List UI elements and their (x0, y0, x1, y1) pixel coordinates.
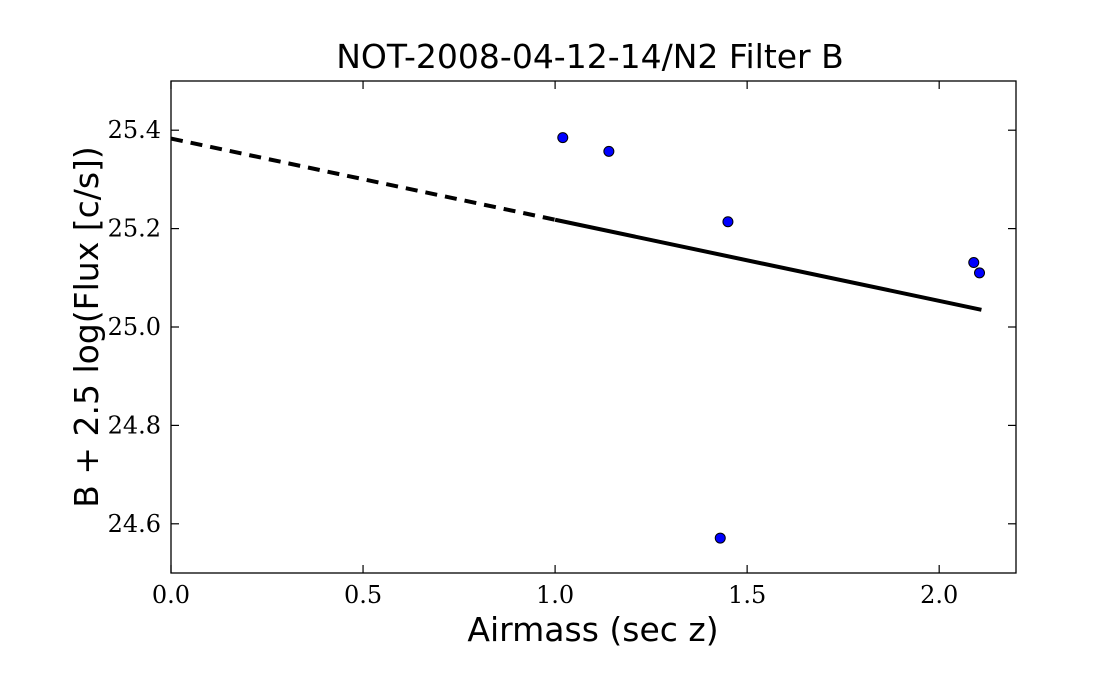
data-point (603, 145, 615, 157)
chart-title: NOT-2008-04-12-14/N2 Filter B (336, 37, 844, 76)
data-point (722, 216, 734, 228)
data-point (974, 267, 986, 279)
plot-area (170, 132, 986, 544)
x-axis-label: Airmass (sec z) (467, 610, 718, 649)
y-tick-label: 25.0 (108, 313, 161, 341)
fit-line (554, 217, 982, 312)
x-tick-label: 0.0 (152, 581, 190, 609)
x-tick-label: 1.0 (536, 581, 574, 609)
y-tick-label: 24.8 (108, 411, 161, 439)
x-axis: 0.0 0.5 1.0 1.5 2.0 (152, 81, 958, 609)
y-tick-label: 25.4 (108, 116, 161, 144)
data-point (557, 132, 569, 144)
data-point (968, 257, 980, 269)
y-tick-label: 25.2 (108, 215, 161, 243)
x-tick-label: 1.5 (728, 581, 766, 609)
data-point (714, 532, 726, 544)
extrapolation-line (170, 136, 556, 222)
y-axis-label: B + 2.5 log(Flux [c/s]) (67, 146, 106, 508)
y-tick-label: 24.6 (108, 510, 161, 538)
plot-frame (170, 80, 1017, 574)
x-tick-label: 2.0 (920, 581, 958, 609)
x-tick-label: 0.5 (344, 581, 382, 609)
y-axis: 24.6 24.8 25.0 25.2 25.4 (108, 116, 1016, 538)
